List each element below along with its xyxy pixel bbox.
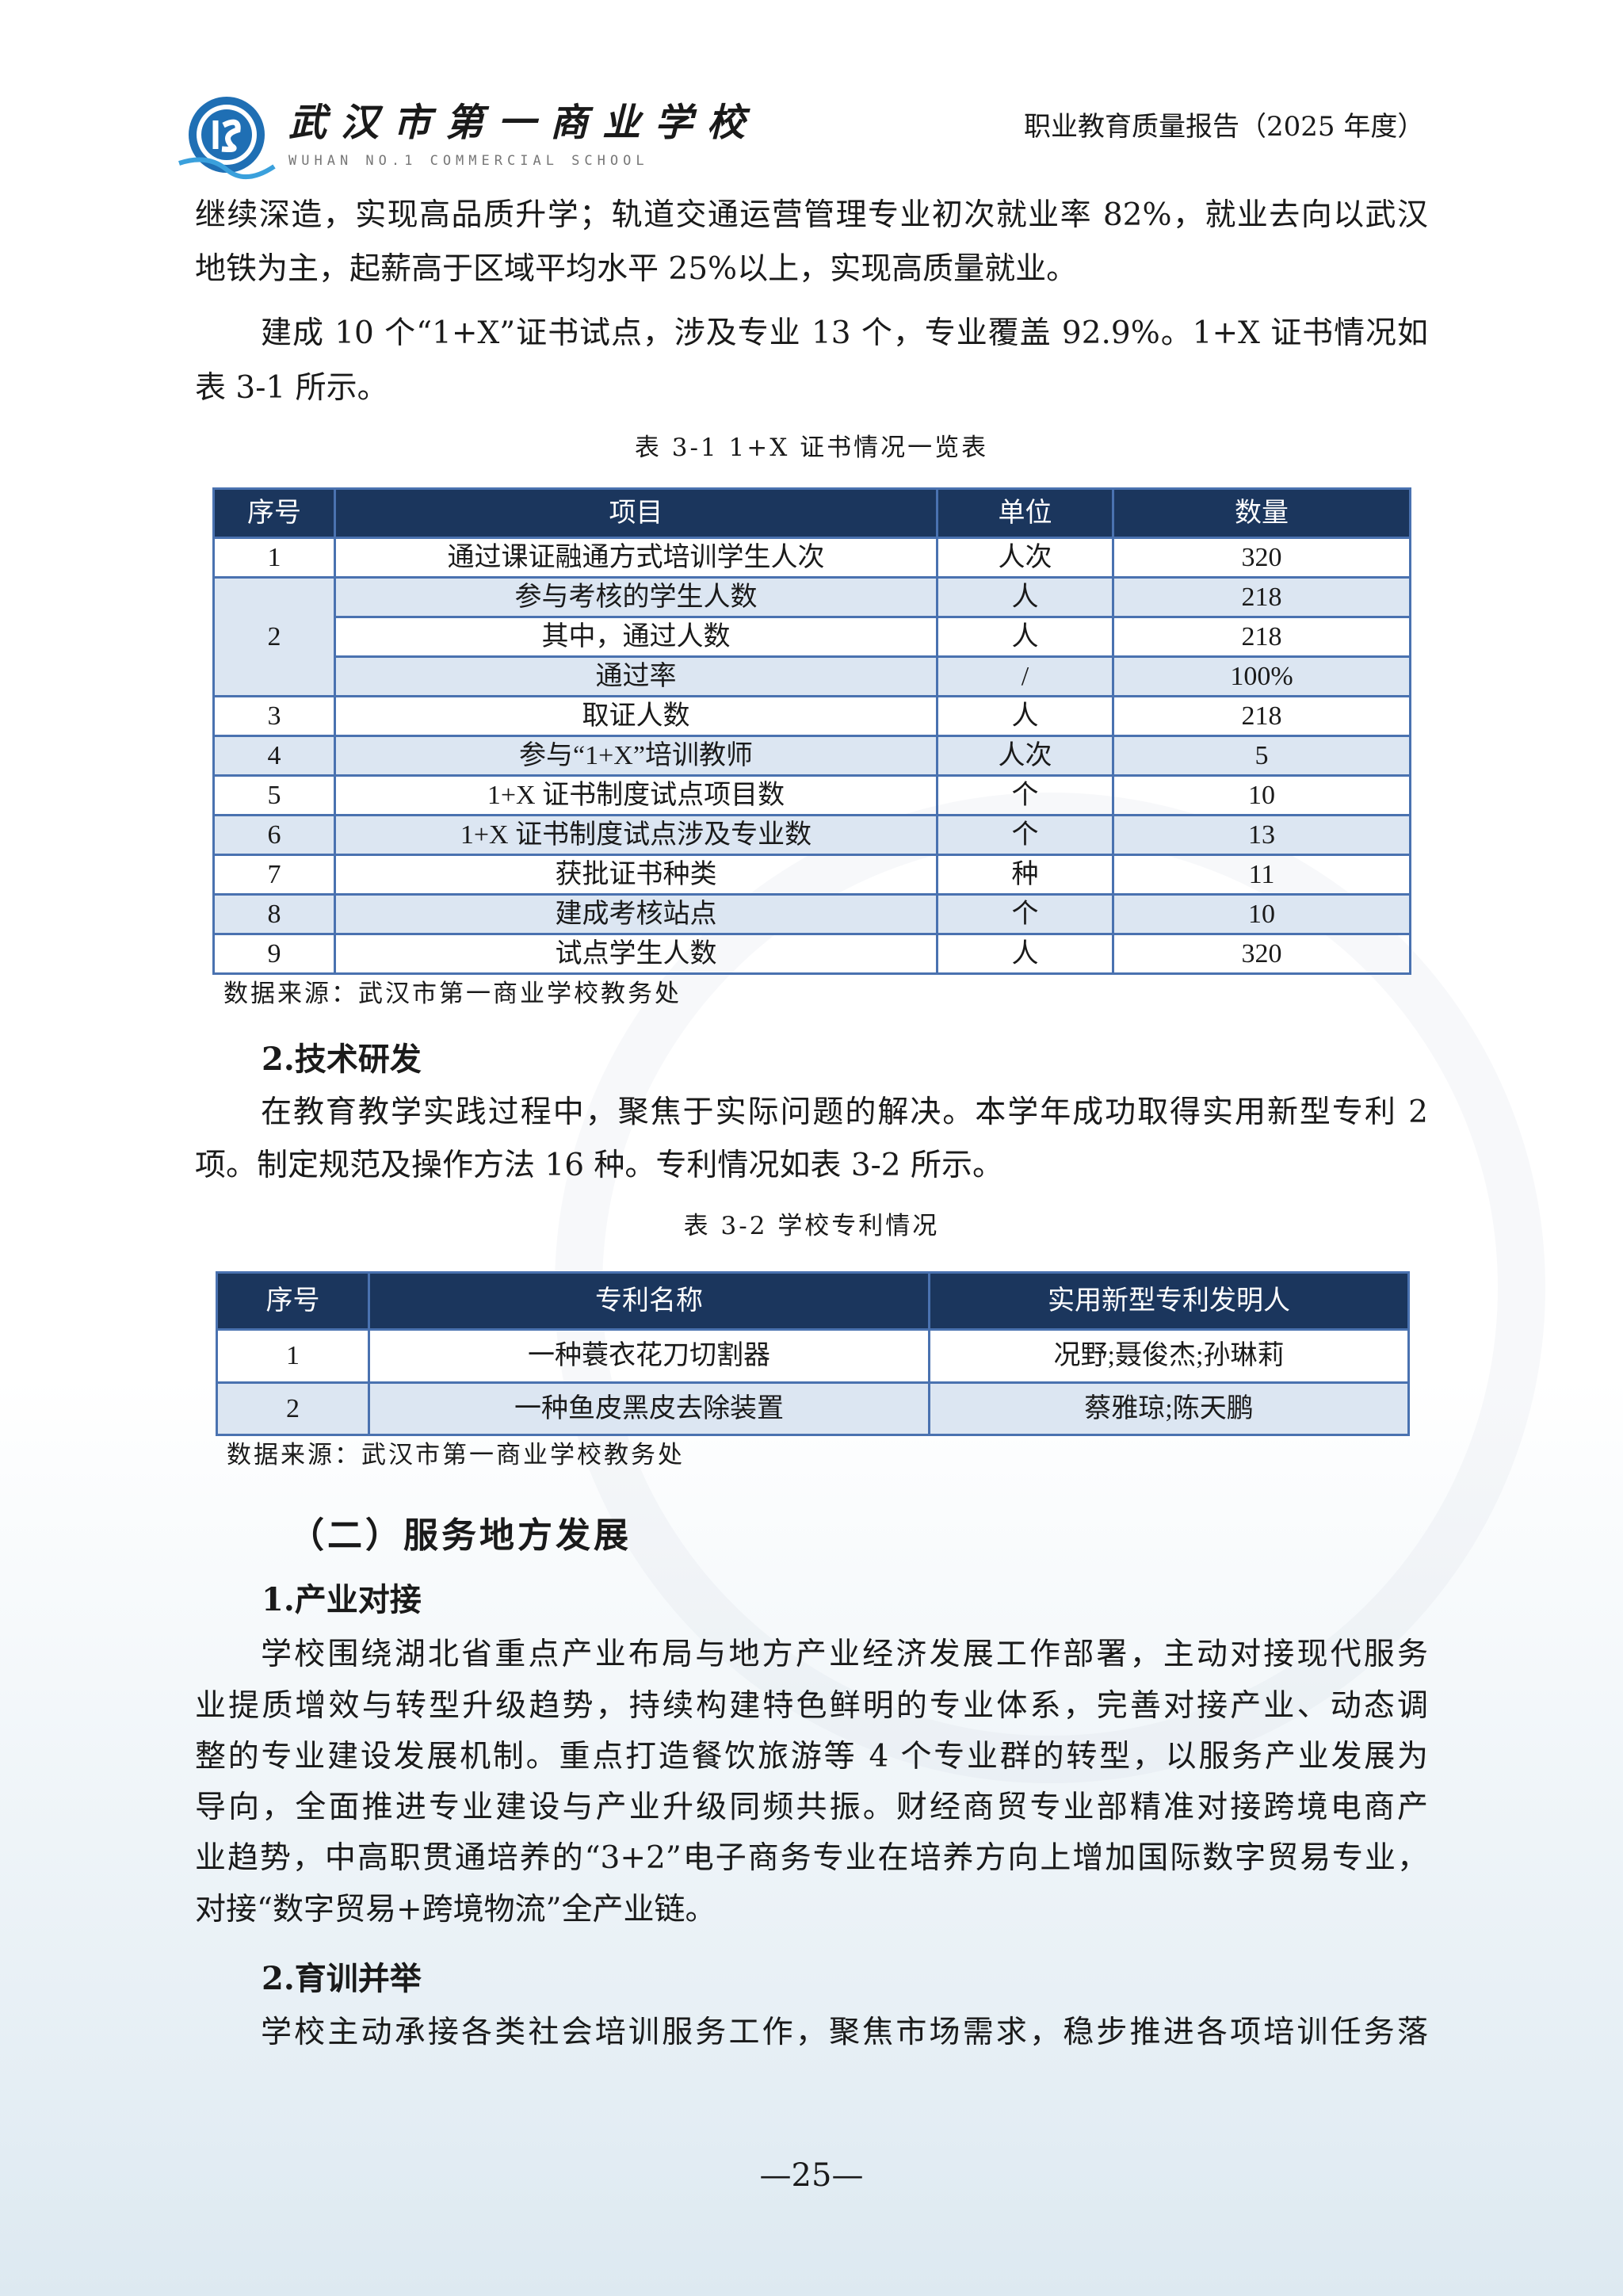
cell-item: 通过率	[334, 655, 938, 697]
heading-training: 2.育训并举	[262, 1960, 422, 1997]
cell-item: 通过课证融通方式培训学生人次	[334, 537, 938, 579]
paragraph-line: 在教育教学实践过程中，聚焦于实际问题的解决。本学年成功取得实用新型专利 2	[261, 1095, 1428, 1130]
cell-unit: 人次	[936, 537, 1114, 579]
table-row: 8 建成考核站点个 10	[212, 893, 1411, 935]
cell-no: 3	[212, 695, 336, 737]
certificate-table: 序号 项目 单位 数量 1 通过课证融通方式培训学生人次 人次 320 2 参与考核的学生人数…	[212, 487, 1411, 975]
paragraph-line: 导向，全面推进专业建设与产业升级同频共振。财经商贸专业部精准对接跨境电商产	[195, 1790, 1428, 1825]
cell-unit: 人次	[936, 735, 1114, 777]
paragraph-line: 建成 10 个“1+X”证书试点，涉及专业 13 个，专业覆盖 92.9%。1+…	[261, 315, 1428, 351]
table-row: 6 1+X 证书制度试点涉及专业数个 13	[212, 814, 1411, 856]
heading-tech-research: 2.技术研发	[262, 1041, 422, 1078]
cell-qty: 100%	[1112, 655, 1411, 697]
table2-caption: 表 3-2 学校专利情况	[683, 1212, 940, 1240]
paragraph-line: 学校围绕湖北省重点产业布局与地方产业经济发展工作部署，主动对接现代服务	[261, 1637, 1428, 1672]
paragraph-line: 整的专业建设发展机制。重点打造餐饮旅游等 4 个专业群的转型，以服务产业发展为	[195, 1739, 1428, 1775]
heading-service-local: （二）服务地方发展	[289, 1515, 632, 1556]
cell-unit: 个	[936, 814, 1114, 856]
cell-no: 4	[212, 735, 336, 777]
col-header: 序号	[212, 487, 336, 539]
table1-source: 数据来源：武汉市第一商业学校教务处	[223, 980, 682, 1008]
cell-unit: /	[936, 655, 1114, 697]
school-logo-icon	[178, 97, 276, 180]
col-header: 数量	[1112, 487, 1411, 539]
cell-no: 7	[212, 854, 336, 896]
cell-no: 2	[212, 576, 336, 697]
cell-name: 一种鱼皮黑皮去除装置	[368, 1381, 930, 1436]
cell-qty: 5	[1112, 735, 1411, 777]
table2-source: 数据来源：武汉市第一商业学校教务处	[227, 1441, 685, 1469]
cell-unit: 人	[936, 933, 1114, 975]
table-row: 1 一种蓑衣花刀切割器 况野;聂俊杰;孙琳莉	[216, 1328, 1410, 1384]
cell-unit: 人	[936, 576, 1114, 618]
page-number: —25—	[759, 2157, 864, 2194]
cell-qty: 218	[1112, 576, 1411, 618]
col-header: 序号	[216, 1271, 370, 1331]
table-row: 1 通过课证融通方式培训学生人次 人次 320	[212, 537, 1411, 579]
table-row: 7 获批证书种类种 11	[212, 854, 1411, 896]
school-name: 武汉市第一商业学校	[288, 101, 760, 145]
cell-no: 8	[212, 893, 336, 935]
cell-item: 参与“1+X”培训教师	[334, 735, 938, 777]
paragraph-line: 项。制定规范及操作方法 16 种。专利情况如表 3-2 所示。	[195, 1148, 1004, 1183]
cell-qty: 10	[1112, 893, 1411, 935]
cell-qty: 218	[1112, 695, 1411, 737]
cell-item: 参与考核的学生人数	[334, 576, 938, 618]
col-header: 项目	[334, 487, 938, 539]
cell-item: 建成考核站点	[334, 893, 938, 935]
patent-table: 序号 专利名称 实用新型专利发明人 1 一种蓑衣花刀切割器 况野;聂俊杰;孙琳莉 2 一种…	[216, 1271, 1410, 1436]
col-header: 实用新型专利发明人	[928, 1271, 1410, 1331]
cell-qty: 13	[1112, 814, 1411, 856]
cell-qty: 320	[1112, 933, 1411, 975]
table-row: 3 取证人数人 218	[212, 695, 1411, 737]
report-title: 职业教育质量报告（2025 年度）	[1024, 111, 1425, 143]
table-row: 4 参与“1+X”培训教师 人次 5	[212, 735, 1411, 777]
cell-qty: 218	[1112, 616, 1411, 658]
col-header: 专利名称	[368, 1271, 930, 1331]
cell-unit: 人	[936, 695, 1114, 737]
table-row: 其中，通过人数人 218	[214, 616, 1411, 658]
cell-unit: 人	[936, 616, 1114, 658]
cell-item: 1+X 证书制度试点项目数	[334, 774, 938, 816]
cell-no: 2	[216, 1381, 370, 1436]
school-name-en: WUHAN NO.1 COMMERCIAL SCHOOL	[288, 153, 649, 169]
cell-qty: 10	[1112, 774, 1411, 816]
heading-industry: 1.产业对接	[262, 1581, 422, 1618]
cell-inventors: 蔡雅琼;陈天鹏	[928, 1381, 1410, 1436]
cell-no: 6	[212, 814, 336, 856]
cell-item: 取证人数	[334, 695, 938, 737]
cell-unit: 个	[936, 893, 1114, 935]
cell-inventors: 况野;聂俊杰;孙琳莉	[928, 1328, 1410, 1384]
table1-block: 序号 项目 单位 数量 1 通过课证融通方式培训学生人次 人次 320 2 参与考核的学生人数…	[212, 487, 1411, 1010]
cell-no: 1	[216, 1328, 370, 1384]
paragraph-line: 业趋势，中高职贯通培养的“3+2”电子商务专业在培养方向上增加国际数字贸易专业，	[195, 1840, 1428, 1876]
table-row: 通过率/100%	[214, 655, 1411, 697]
cell-unit: 种	[936, 854, 1114, 896]
table-row: 5 1+X 证书制度试点项目数个 10	[212, 774, 1411, 816]
cell-no: 1	[212, 537, 336, 579]
cell-qty: 320	[1112, 537, 1411, 579]
paragraph-line: 继续深造，实现高品质升学；轨道交通运营管理专业初次就业率 82%，就业去向以武汉	[195, 197, 1428, 233]
cell-item: 其中，通过人数	[334, 616, 938, 658]
table-row: 2 参与考核的学生人数人 218	[212, 576, 1411, 697]
cell-item: 1+X 证书制度试点涉及专业数	[334, 814, 938, 856]
table2-block: 序号 专利名称 实用新型专利发明人 1 一种蓑衣花刀切割器 况野;聂俊杰;孙琳莉 2 一种…	[216, 1271, 1410, 1471]
paragraph-line: 对接“数字贸易+跨境物流”全产业链。	[195, 1892, 716, 1927]
table-row: 9 试点学生人数人 320	[212, 933, 1411, 975]
paragraph-line: 业提质增效与转型升级趋势，持续构建特色鲜明的专业体系，完善对接产业、动态调	[195, 1688, 1428, 1724]
cell-no: 5	[212, 774, 336, 816]
paragraph-line: 地铁为主，起薪高于区域平均水平 25%以上，实现高质量就业。	[195, 251, 1078, 287]
cell-item: 获批证书种类	[334, 854, 938, 896]
paragraph-line: 学校主动承接各类社会培训服务工作，聚焦市场需求，稳步推进各项培训任务落	[261, 2015, 1428, 2050]
table-row: 2 一种鱼皮黑皮去除装置 蔡雅琼;陈天鹏	[216, 1381, 1410, 1436]
cell-item: 试点学生人数	[334, 933, 938, 975]
cell-qty: 11	[1112, 854, 1411, 896]
cell-name: 一种蓑衣花刀切割器	[368, 1328, 930, 1384]
cell-unit: 个	[936, 774, 1114, 816]
col-header: 单位	[936, 487, 1114, 539]
paragraph-line: 表 3-1 所示。	[195, 370, 388, 406]
cell-no: 9	[212, 933, 336, 975]
table1-caption: 表 3-1 1+X 证书情况一览表	[634, 434, 989, 462]
